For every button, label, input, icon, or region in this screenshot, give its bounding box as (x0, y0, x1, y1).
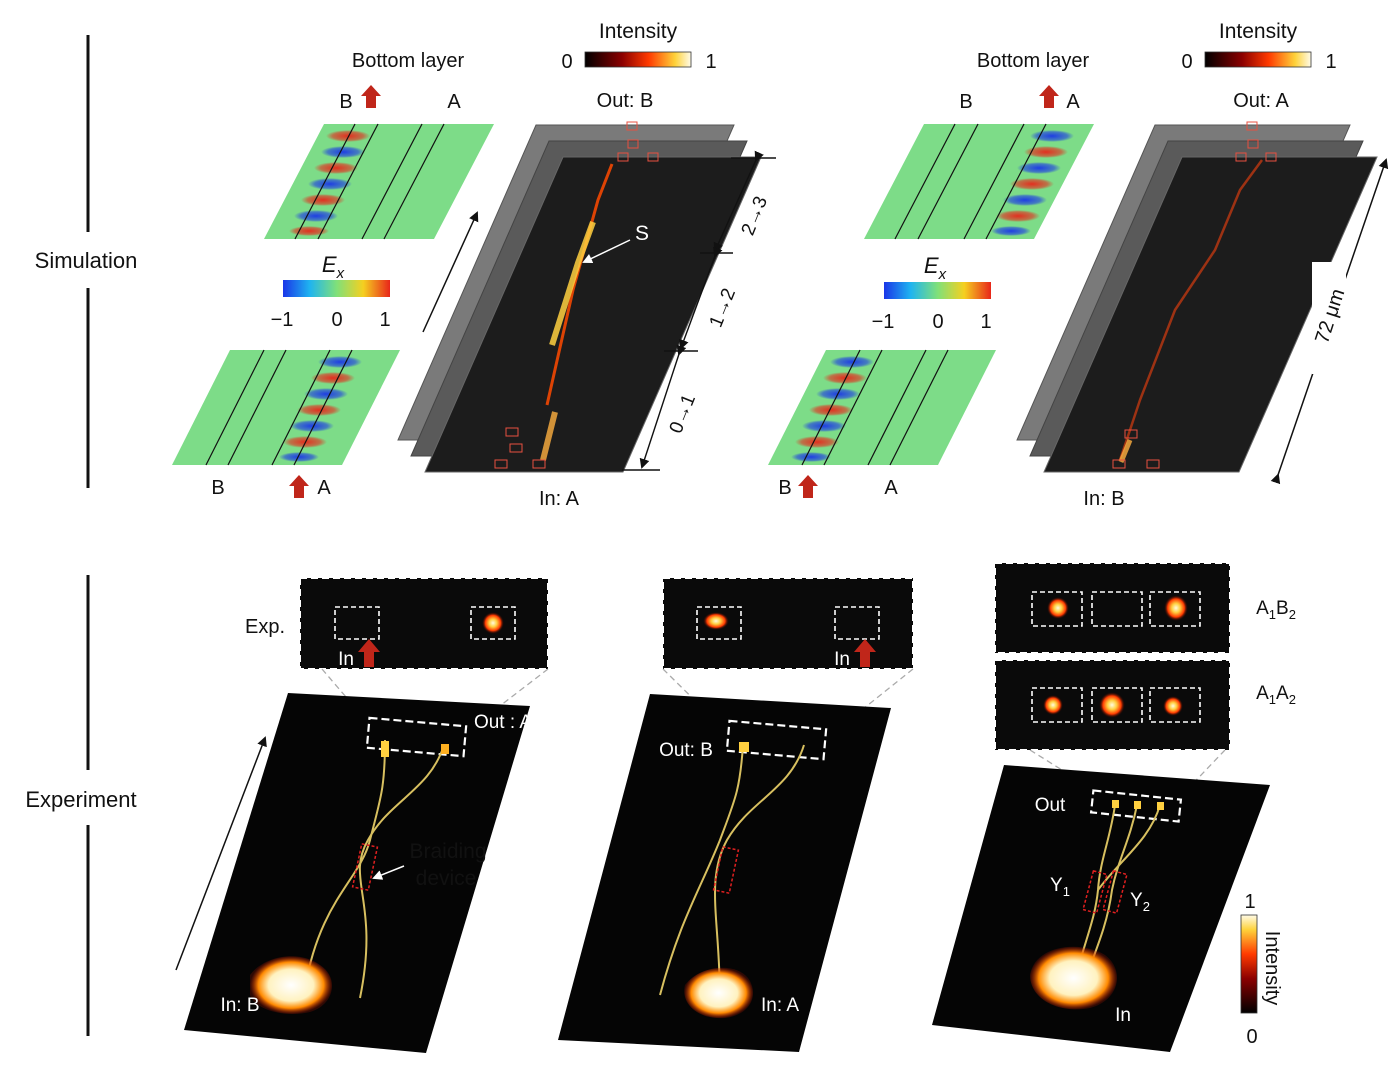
propagation-arrow (422, 211, 479, 333)
intensity-bar-title: Intensity (1261, 931, 1283, 1005)
out-label: Out (1035, 795, 1066, 816)
bottom-label-a: A (317, 477, 331, 499)
ex-tick-max: 1 (980, 311, 991, 333)
ex-colorbar: Ex −1 0 1 (872, 253, 992, 333)
intensity-colorbar-sim-left: Intensity 0 1 (561, 20, 716, 73)
braiding-label-line1: Braiding (409, 840, 486, 863)
ex-tick-min: −1 (271, 309, 294, 331)
in-arrow-label: In (834, 649, 850, 670)
exp-output-image (662, 577, 914, 670)
device-image (932, 765, 1270, 1052)
experiment-panel-2: In In: A Out: B (558, 577, 914, 1052)
s-label: S (635, 222, 649, 245)
exp-label: Exp. (245, 616, 285, 638)
intensity-colorbar-exp: 1 0 Intensity (1240, 891, 1283, 1048)
red-arrow-icon (798, 475, 818, 498)
segment-label-2-3: 2→3 (738, 193, 773, 238)
ex-tick-mid: 0 (932, 311, 943, 333)
experiment-panel-3: A1B2 A1A2 Out Y1 Y2 In 1 0 Intensity (932, 562, 1296, 1052)
ex-bar-title: Ex (322, 252, 345, 282)
braiding-label-line2: device (416, 867, 477, 890)
row-label-simulation: Simulation (35, 248, 138, 273)
intensity-bar-title: Intensity (599, 20, 678, 43)
ex-field-slab-bottom (768, 349, 996, 466)
out-label: Out: A (1233, 90, 1289, 112)
ex-tick-max: 1 (379, 309, 390, 331)
bottom-label-b: B (211, 477, 224, 499)
in-label: In (1115, 1005, 1131, 1026)
intensity-bar-max: 1 (1244, 891, 1255, 913)
bottom-label-b: B (778, 477, 791, 499)
y1-label: Y1 (1050, 875, 1070, 899)
row-label-experiment: Experiment (25, 787, 136, 812)
red-arrow-icon (361, 85, 381, 108)
intensity-bar-title: Intensity (1219, 20, 1298, 43)
top-label-b: B (339, 91, 352, 113)
intensity-bar-max: 1 (1325, 51, 1336, 73)
simulation-left-panel: Bottom layer B A Ex −1 (172, 20, 776, 510)
ex-tick-min: −1 (872, 311, 895, 333)
bottom-layer-label: Bottom layer (352, 50, 465, 72)
row-label-experiment-group: Experiment (25, 575, 137, 1036)
label-a1a2: A1A2 (1256, 683, 1296, 707)
ex-field-slab-bottom (172, 349, 400, 466)
intensity-bar-min: 0 (1246, 1026, 1257, 1048)
length-label-bg (1312, 262, 1346, 374)
top-label-a: A (447, 91, 461, 113)
row-label-simulation-group: Simulation (35, 35, 138, 488)
segment-dimensions (622, 150, 776, 471)
red-arrow-icon (358, 639, 380, 667)
out-label: Out : A (474, 712, 532, 733)
simulation-right-panel: Bottom layer B A Ex −1 0 1 (768, 20, 1389, 510)
intensity-bar-min: 0 (1181, 51, 1192, 73)
bottom-layer-label: Bottom layer (977, 50, 1090, 72)
segment-label-1-2: 1→2 (706, 285, 741, 330)
label-a1b2: A1B2 (1256, 598, 1296, 622)
ex-colorbar: Ex −1 0 1 (271, 252, 391, 331)
in-label: In: B (220, 995, 259, 1016)
y2-label: Y2 (1130, 890, 1150, 914)
experiment-panel-1: Exp. In In: B Out : A Braiding device (175, 577, 549, 1053)
ex-field-slab-top (864, 123, 1094, 240)
intensity-bar-max: 1 (705, 51, 716, 73)
bottom-label-a: A (884, 477, 898, 499)
propagation-arrow (175, 736, 267, 971)
segment-label-0-1: 0→1 (666, 391, 701, 436)
braiding-pointer-arrow (372, 865, 405, 880)
device-image (558, 694, 891, 1052)
ex-field-slab-top (264, 123, 494, 240)
red-arrow-icon (1039, 85, 1059, 108)
red-arrow-icon (854, 639, 876, 667)
waveguide-layer-stack (397, 121, 762, 473)
in-label: In: A (539, 488, 580, 510)
top-label-a: A (1066, 91, 1080, 113)
exp-output-image (299, 577, 549, 670)
in-label: In: B (1083, 488, 1124, 510)
top-label-b: B (959, 91, 972, 113)
out-label: Out: B (659, 740, 713, 761)
in-arrow-label: In (338, 649, 354, 670)
intensity-bar-min: 0 (561, 51, 572, 73)
s-pointer-arrow (582, 239, 631, 264)
ex-bar-title: Ex (924, 253, 947, 283)
exp-output-image-a1b2 (994, 562, 1231, 654)
in-label: In: A (761, 995, 799, 1016)
intensity-colorbar-sim-right: Intensity 0 1 (1181, 20, 1336, 73)
red-arrow-icon (289, 475, 309, 498)
out-label: Out: B (597, 90, 654, 112)
ex-tick-mid: 0 (331, 309, 342, 331)
